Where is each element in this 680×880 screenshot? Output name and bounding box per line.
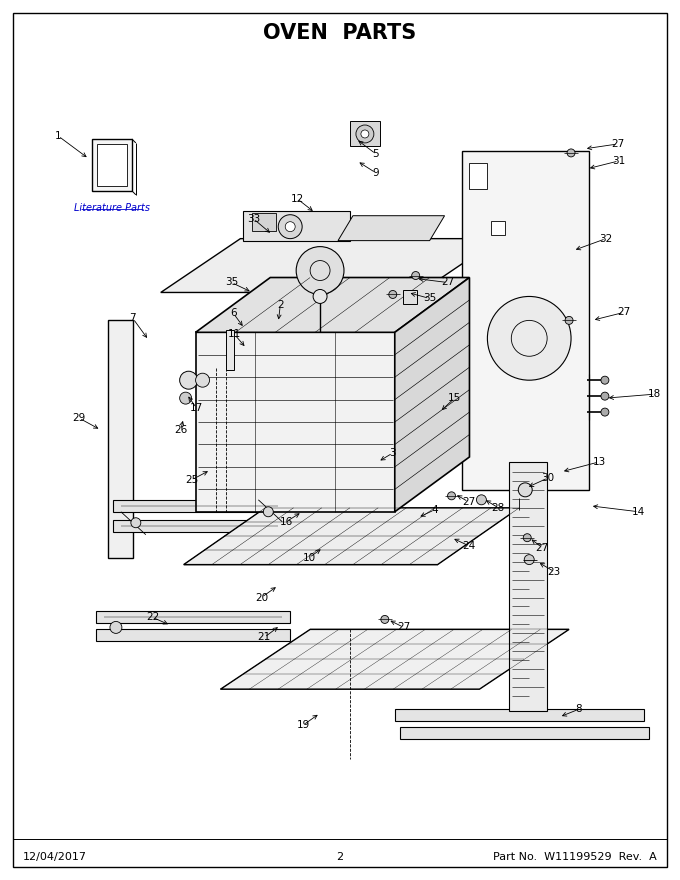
Polygon shape (338, 216, 445, 240)
Polygon shape (350, 121, 380, 146)
Circle shape (263, 507, 273, 517)
Polygon shape (196, 277, 469, 333)
Polygon shape (113, 500, 285, 512)
Circle shape (313, 290, 327, 304)
Text: Part No.  W11199529  Rev.  A: Part No. W11199529 Rev. A (493, 852, 657, 862)
Text: 31: 31 (612, 156, 626, 166)
Circle shape (477, 495, 486, 505)
Polygon shape (220, 629, 569, 689)
Text: 27: 27 (617, 307, 630, 318)
Text: 27: 27 (397, 622, 410, 633)
Circle shape (110, 621, 122, 634)
Text: 35: 35 (423, 293, 437, 304)
Polygon shape (400, 727, 649, 739)
Text: 21: 21 (258, 633, 271, 642)
Circle shape (488, 297, 571, 380)
Circle shape (601, 392, 609, 400)
Circle shape (180, 371, 198, 389)
Text: 22: 22 (146, 612, 159, 622)
Polygon shape (395, 709, 644, 721)
Circle shape (523, 533, 531, 542)
Text: 12: 12 (290, 194, 304, 204)
Text: 2: 2 (277, 300, 284, 311)
Circle shape (381, 615, 389, 623)
Text: 32: 32 (599, 233, 613, 244)
Text: 18: 18 (648, 389, 662, 400)
Text: 29: 29 (73, 413, 86, 423)
Bar (92, 139, 132, 191)
Text: 27: 27 (536, 543, 549, 553)
Text: 28: 28 (492, 502, 505, 513)
Text: 27: 27 (611, 139, 624, 149)
Circle shape (567, 149, 575, 157)
Text: 12/04/2017: 12/04/2017 (23, 852, 87, 862)
Polygon shape (395, 277, 469, 512)
Text: 26: 26 (174, 425, 187, 435)
Polygon shape (184, 508, 520, 565)
Text: 24: 24 (462, 540, 475, 551)
Text: 25: 25 (185, 475, 199, 485)
Circle shape (565, 317, 573, 325)
Text: 19: 19 (296, 720, 310, 730)
Polygon shape (160, 238, 499, 292)
Text: 11: 11 (228, 329, 241, 340)
Polygon shape (243, 210, 350, 240)
Bar (403, 290, 417, 304)
Text: 27: 27 (462, 497, 475, 507)
Circle shape (601, 377, 609, 385)
Text: 9: 9 (373, 168, 379, 178)
Circle shape (447, 492, 456, 500)
Bar (252, 213, 276, 231)
Polygon shape (196, 333, 395, 512)
Polygon shape (113, 520, 285, 532)
Bar (97, 144, 127, 186)
Bar (469, 163, 488, 189)
Circle shape (361, 130, 369, 138)
Text: 20: 20 (255, 592, 268, 603)
Text: 23: 23 (547, 567, 561, 576)
Circle shape (518, 483, 532, 497)
Text: 14: 14 (632, 507, 645, 517)
Polygon shape (108, 320, 133, 558)
Circle shape (285, 222, 295, 231)
Text: 30: 30 (541, 473, 555, 483)
Text: 8: 8 (576, 704, 582, 715)
Text: 16: 16 (279, 517, 293, 527)
Circle shape (196, 373, 209, 387)
Circle shape (524, 554, 534, 565)
Bar (226, 330, 235, 370)
Text: 10: 10 (303, 553, 316, 562)
Text: 17: 17 (190, 403, 203, 413)
Text: 13: 13 (592, 457, 606, 467)
Text: 7: 7 (129, 313, 136, 323)
Polygon shape (96, 629, 290, 642)
Text: 27: 27 (441, 277, 454, 288)
Text: OVEN  PARTS: OVEN PARTS (263, 23, 417, 43)
Circle shape (601, 408, 609, 416)
Polygon shape (462, 150, 589, 490)
Circle shape (356, 125, 374, 143)
Text: 2: 2 (337, 852, 343, 862)
Text: 33: 33 (247, 214, 260, 224)
Text: 1: 1 (55, 131, 61, 141)
Bar (492, 221, 505, 235)
Text: 3: 3 (390, 448, 396, 458)
Text: Literature Parts: Literature Parts (74, 202, 150, 213)
Text: 5: 5 (373, 149, 379, 159)
Circle shape (278, 215, 302, 238)
Text: 6: 6 (230, 308, 237, 319)
Text: 15: 15 (448, 393, 461, 403)
Circle shape (131, 517, 141, 528)
Circle shape (296, 246, 344, 295)
Circle shape (389, 290, 396, 298)
Polygon shape (509, 462, 547, 711)
Circle shape (180, 392, 192, 404)
Text: 35: 35 (225, 277, 238, 288)
Polygon shape (96, 612, 290, 623)
Text: 4: 4 (431, 505, 438, 515)
Circle shape (411, 272, 420, 280)
